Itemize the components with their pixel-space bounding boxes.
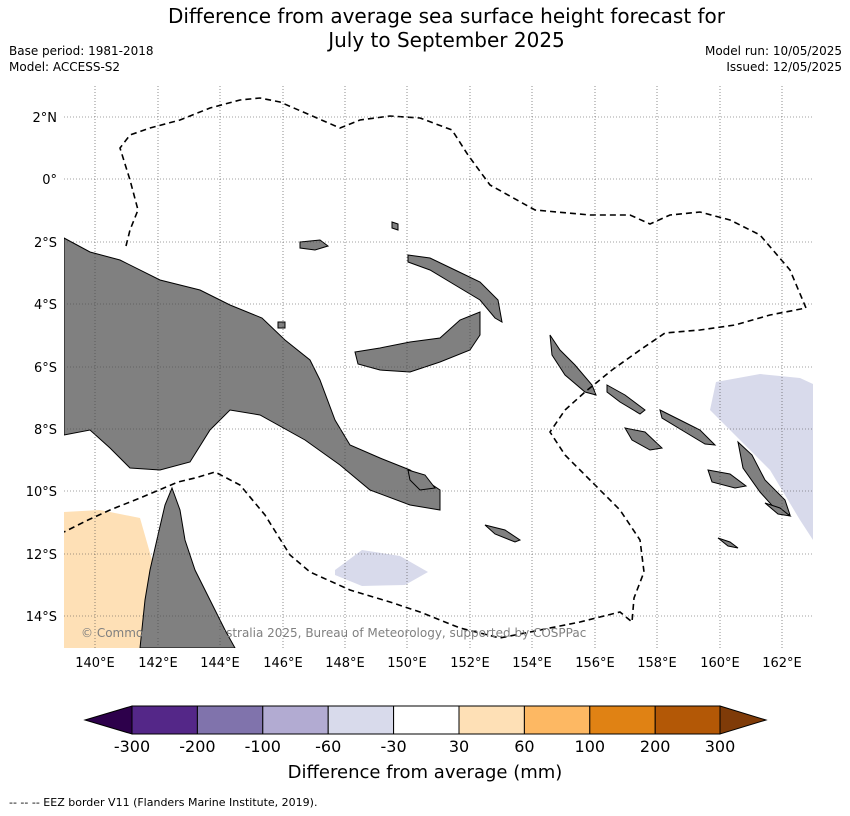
colorbar-tick-label: 300 xyxy=(705,737,736,756)
lon-label: 148°E xyxy=(325,656,365,671)
meta-left: Base period: 1981-2018 Model: ACCESS-S2 xyxy=(9,43,154,75)
colorbar-swatch xyxy=(262,705,329,735)
base-period: Base period: 1981-2018 xyxy=(9,44,154,58)
eez-border xyxy=(64,97,808,639)
land-makira xyxy=(764,502,792,517)
colorbar-swatch xyxy=(654,705,721,735)
anomaly-negative-patch-east xyxy=(710,374,813,540)
land-bougainville xyxy=(549,334,597,396)
longitude-labels: 140°E 142°E 144°E 146°E 148°E 150°E 152°… xyxy=(75,656,802,671)
model-name: Model: ACCESS-S2 xyxy=(9,60,121,74)
land-new-guinea xyxy=(64,237,441,511)
lon-label: 142°E xyxy=(138,656,178,671)
title-line-1: Difference from average sea surface heig… xyxy=(167,4,726,28)
lon-label: 158°E xyxy=(637,656,677,671)
lat-label: 2°N xyxy=(33,111,58,126)
page-title: Difference from average sea surface heig… xyxy=(0,4,850,52)
lon-label: 144°E xyxy=(200,656,240,671)
land-malaita xyxy=(737,440,791,516)
land-manus xyxy=(299,239,330,251)
lat-label: 2°S xyxy=(34,236,57,251)
lon-label: 156°E xyxy=(575,656,615,671)
colorbar-tick-label: 200 xyxy=(640,737,671,756)
colorbar-swatch xyxy=(131,705,198,735)
land-new-britain xyxy=(354,311,481,373)
colorbar-tick-label: 60 xyxy=(514,737,534,756)
lat-label: 10°S xyxy=(26,485,57,500)
lat-label: 4°S xyxy=(34,298,57,313)
lat-label: 8°S xyxy=(34,423,57,438)
colorbar-swatch xyxy=(393,705,460,735)
lat-label: 12°S xyxy=(26,548,57,563)
land-small-island-2 xyxy=(717,537,739,549)
colorbar-title: Difference from average (mm) xyxy=(288,762,563,783)
colorbar-tick-label: -30 xyxy=(381,737,407,756)
lat-label: 14°S xyxy=(26,610,57,625)
land-louisiade xyxy=(484,524,522,543)
copyright-notice: © Commonwealth of Australia 2025, Bureau… xyxy=(81,626,586,640)
anomaly-positive-patch xyxy=(64,510,152,648)
colorbar-tick-label: -100 xyxy=(245,737,281,756)
land-dentrecasteaux xyxy=(407,469,436,491)
land-small-island-1 xyxy=(391,221,399,231)
colorbar-tick-label: 100 xyxy=(575,737,606,756)
colorbar-swatch xyxy=(196,705,264,735)
colorbar-swatch xyxy=(719,705,768,735)
land-new-georgia xyxy=(624,427,664,451)
land-small-island-3 xyxy=(277,321,286,329)
colorbar-swatch xyxy=(327,705,395,735)
meta-right: Model run: 10/05/2025 Issued: 12/05/2025 xyxy=(705,43,842,75)
lon-label: 154°E xyxy=(512,656,552,671)
land-guadalcanal xyxy=(707,469,748,489)
lat-label: 6°S xyxy=(34,361,57,376)
lon-label: 160°E xyxy=(700,656,740,671)
lon-label: 162°E xyxy=(762,656,802,671)
lon-label: 152°E xyxy=(450,656,490,671)
eez-footnote: -- -- -- EEZ border V11 (Flanders Marine… xyxy=(9,796,318,809)
anomaly-negative-patch-south xyxy=(335,550,428,586)
colorbar-tick-label: -200 xyxy=(179,737,215,756)
graticule xyxy=(64,86,813,648)
lon-label: 140°E xyxy=(75,656,115,671)
colorbar-swatch xyxy=(83,705,133,735)
lon-label: 150°E xyxy=(387,656,427,671)
land-cape-york xyxy=(139,486,236,648)
colorbar-tick-label: -60 xyxy=(315,737,341,756)
title-line-2: July to September 2025 xyxy=(328,28,565,52)
colorbar-swatch xyxy=(523,705,591,735)
model-run: Model run: 10/05/2025 xyxy=(704,44,842,58)
colorbar-swatch xyxy=(458,705,525,735)
map-area: © Commonwealth of Australia 2025, Bureau… xyxy=(64,86,813,648)
colorbar: -300 -200 -100 -60 -30 30 60 100 200 300… xyxy=(83,705,768,783)
lat-label: 0° xyxy=(42,173,57,188)
land-santa-isabel xyxy=(659,409,717,446)
issued-date: Issued: 12/05/2025 xyxy=(726,60,842,74)
latitude-labels: 2°N 0° 2°S 4°S 6°S 8°S 10°S 12°S 14°S xyxy=(26,111,57,625)
lon-label: 146°E xyxy=(263,656,303,671)
colorbar-tick-label: 30 xyxy=(449,737,469,756)
colorbar-tick-label: -300 xyxy=(114,737,150,756)
land-new-ireland xyxy=(407,254,503,323)
colorbar-swatch xyxy=(589,705,656,735)
land-choiseul xyxy=(606,384,646,415)
